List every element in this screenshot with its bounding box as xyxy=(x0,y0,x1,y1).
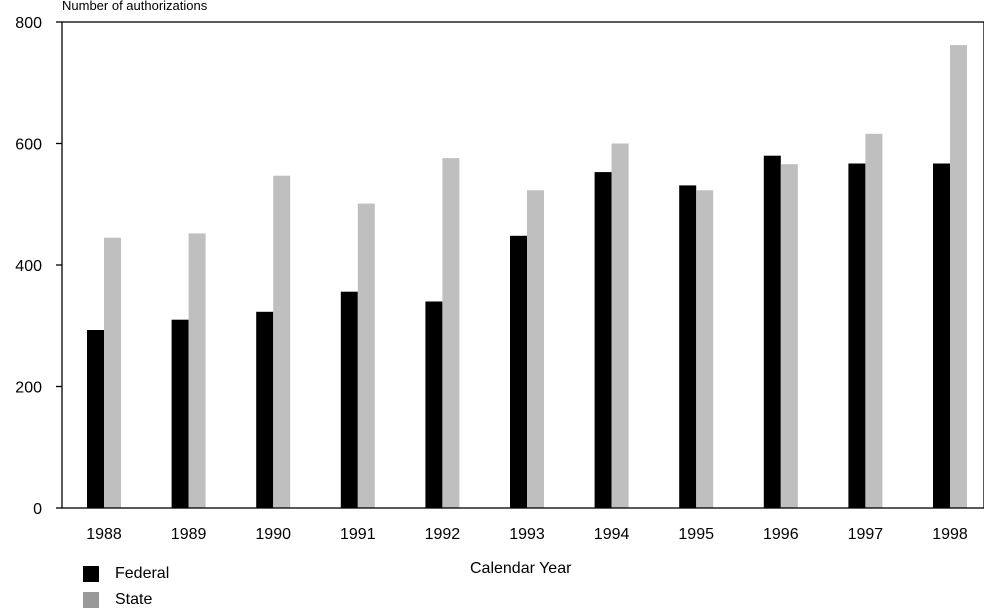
x-tick-label-1989: 1989 xyxy=(171,526,207,543)
y-ticks-group: 0 200 400 600 800 xyxy=(15,15,62,518)
x-axis-title: Calendar Year xyxy=(470,560,572,577)
bar-state-1992 xyxy=(442,158,460,508)
x-tick-label-1990: 1990 xyxy=(255,526,291,543)
legend-label-state: State xyxy=(115,591,153,608)
bar-state-1991 xyxy=(357,203,375,508)
bars-group xyxy=(87,45,967,509)
x-tick-label-1998: 1998 xyxy=(932,526,968,543)
x-tick-label-1996: 1996 xyxy=(763,526,799,543)
legend-swatch-state xyxy=(83,592,99,608)
bar-state-1997 xyxy=(865,133,883,509)
legend-item-federal: Federal xyxy=(83,561,169,587)
bar-federal-1990 xyxy=(256,311,274,508)
y-tick-label-800: 800 xyxy=(15,15,42,32)
plot-frame xyxy=(61,21,984,509)
y-tick-label-0: 0 xyxy=(33,501,42,518)
bar-state-1995 xyxy=(696,190,714,509)
x-tick-label-1995: 1995 xyxy=(678,526,714,543)
bar-state-1998 xyxy=(950,45,967,508)
bar-federal-1989 xyxy=(171,319,189,508)
x-tick-label-1994: 1994 xyxy=(594,526,630,543)
x-tick-label-1992: 1992 xyxy=(425,526,461,543)
bar-federal-1995 xyxy=(679,185,697,508)
bar-federal-1993 xyxy=(510,235,527,509)
bar-federal-1994 xyxy=(594,172,612,508)
bar-state-1988 xyxy=(104,237,121,508)
legend: Federal State xyxy=(83,561,169,613)
bar-federal-1988 xyxy=(87,330,104,508)
y-axis-label: Number of authorizations xyxy=(62,0,208,13)
x-tick-label-1991: 1991 xyxy=(340,526,376,543)
x-tick-label-1993: 1993 xyxy=(509,526,545,543)
x-ticks-group: 1988 1989 1990 1991 1992 1993 1994 1995 1996 1997… xyxy=(86,526,968,543)
legend-item-state: State xyxy=(83,587,169,613)
bar-state-1993 xyxy=(527,190,544,509)
bar-state-1990 xyxy=(273,175,291,508)
bar-federal-1996 xyxy=(763,155,781,508)
legend-swatch-federal xyxy=(83,566,99,582)
bar-federal-1998 xyxy=(933,163,950,508)
x-tick-label-1997: 1997 xyxy=(848,526,884,543)
bar-state-1996 xyxy=(780,164,798,508)
y-tick-label-600: 600 xyxy=(15,137,42,154)
y-tick-label-400: 400 xyxy=(15,258,42,275)
legend-label-federal: Federal xyxy=(115,565,170,582)
y-tick-label-200: 200 xyxy=(15,380,42,397)
bar-state-1994 xyxy=(611,143,629,508)
x-tick-label-1988: 1988 xyxy=(86,526,122,543)
bar-federal-1997 xyxy=(848,163,866,508)
bar-federal-1991 xyxy=(340,291,358,508)
bar-federal-1992 xyxy=(425,301,443,508)
bar-state-1989 xyxy=(188,233,206,508)
